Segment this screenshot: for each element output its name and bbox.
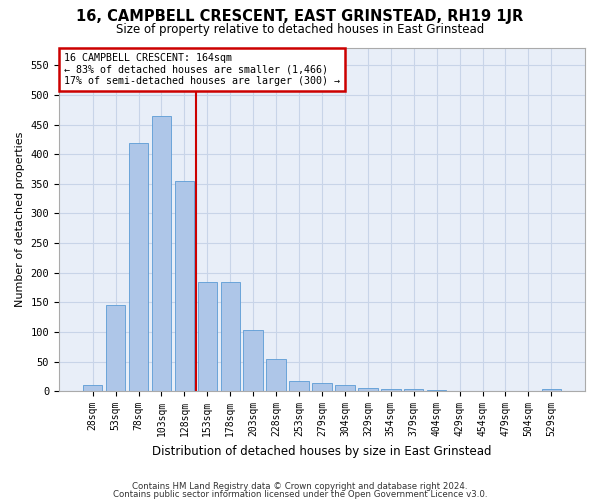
X-axis label: Distribution of detached houses by size in East Grinstead: Distribution of detached houses by size … <box>152 444 492 458</box>
Bar <box>175 181 194 391</box>
Bar <box>152 116 171 391</box>
Bar <box>542 389 561 391</box>
Bar <box>335 386 355 391</box>
Bar <box>266 358 286 391</box>
Text: Contains public sector information licensed under the Open Government Licence v3: Contains public sector information licen… <box>113 490 487 499</box>
Bar <box>404 390 424 391</box>
Text: Size of property relative to detached houses in East Grinstead: Size of property relative to detached ho… <box>116 22 484 36</box>
Text: 16 CAMPBELL CRESCENT: 164sqm
← 83% of detached houses are smaller (1,466)
17% of: 16 CAMPBELL CRESCENT: 164sqm ← 83% of de… <box>64 52 340 86</box>
Bar <box>244 330 263 391</box>
Bar <box>312 384 332 391</box>
Bar <box>197 282 217 391</box>
Bar <box>221 282 240 391</box>
Bar <box>427 390 446 391</box>
Bar <box>129 144 148 391</box>
Bar <box>289 381 309 391</box>
Text: 16, CAMPBELL CRESCENT, EAST GRINSTEAD, RH19 1JR: 16, CAMPBELL CRESCENT, EAST GRINSTEAD, R… <box>76 9 524 24</box>
Bar <box>450 390 469 391</box>
Bar <box>83 386 103 391</box>
Bar <box>358 388 377 391</box>
Bar <box>106 306 125 391</box>
Text: Contains HM Land Registry data © Crown copyright and database right 2024.: Contains HM Land Registry data © Crown c… <box>132 482 468 491</box>
Y-axis label: Number of detached properties: Number of detached properties <box>15 132 25 307</box>
Bar <box>381 390 401 391</box>
